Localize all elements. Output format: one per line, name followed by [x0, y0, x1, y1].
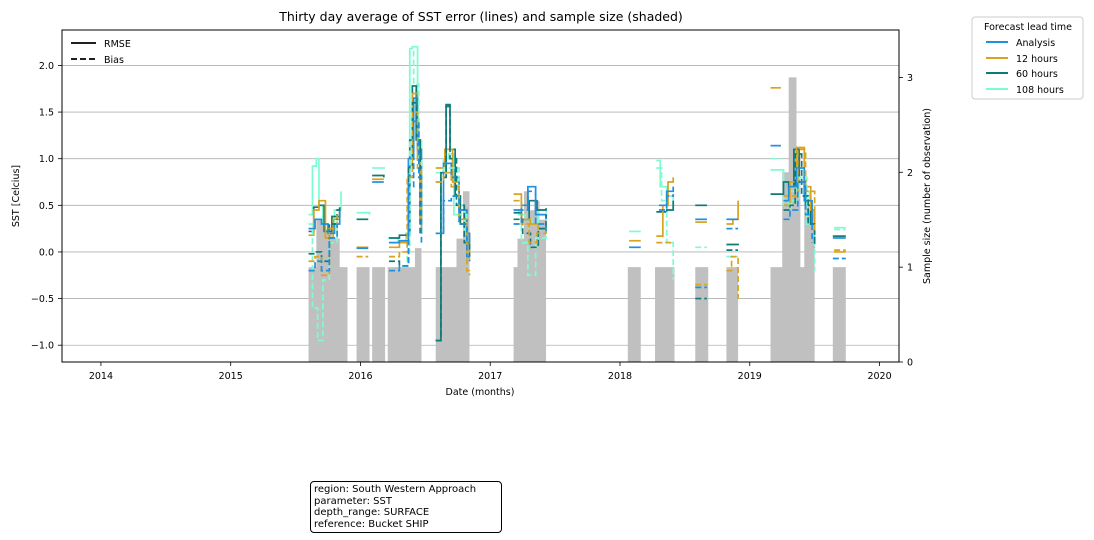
y-tick-label-5: 1.5: [39, 108, 54, 119]
sample-size-bar-2: [372, 267, 386, 362]
sample-size-bar-8: [695, 267, 709, 362]
series-60-hours-rmse-seg-2: [372, 174, 385, 178]
analysis-legend-label: Analysis: [1016, 38, 1055, 49]
x-tick-label-2: 2016: [348, 371, 372, 382]
y2-tick-label-2: 2: [907, 168, 913, 179]
x-tick-label-3: 2017: [478, 371, 502, 382]
sample-size-bar-6: [627, 267, 641, 362]
series-legend-frame: [971, 16, 1084, 100]
series-analysis-bias-seg-7: [783, 181, 813, 243]
series-legend-title: Forecast lead time: [984, 22, 1072, 33]
series-lines: [308, 45, 846, 342]
info-region: region: South Western Approach: [314, 484, 477, 495]
info-reference: reference: Bucket SHIP: [314, 518, 429, 530]
series-60-hours-bias-seg-1: [389, 101, 422, 267]
y-tick-label-1: −0.5: [31, 294, 54, 305]
series-analysis-bias-seg-2: [435, 195, 471, 262]
metadata-box: region: South Western Approach parameter…: [310, 481, 502, 534]
y-axis-label: SST [Celcius]: [11, 165, 22, 227]
y2-tick-label-3: 3: [907, 73, 913, 84]
series-108-hours-rmse-seg-3: [387, 45, 423, 244]
x-tick-label-0: 2014: [89, 371, 113, 382]
sample-size-bar-9: [726, 267, 739, 362]
y2-axis-ticks: 0 1 2 3: [899, 73, 913, 369]
series-12-hours-bias-seg-7: [726, 255, 739, 299]
series-analysis-rmse-seg-5: [513, 185, 547, 220]
x-axis-ticks: 2014 2015 2016 2017 2018 2019 2020: [89, 362, 892, 382]
series-legend: Forecast lead time Analysis 12 hours 60 …: [971, 16, 1084, 100]
y2-tick-label-1: 1: [907, 263, 913, 274]
series-12-hours-rmse-seg-9: [726, 200, 739, 225]
12-hours-legend-label: 12 hours: [1016, 54, 1058, 65]
sample-size-shading: [308, 77, 846, 362]
rmse-legend-label: RMSE: [104, 39, 131, 50]
series-analysis-rmse-seg-7: [658, 186, 675, 207]
x-tick-label-5: 2019: [738, 371, 762, 382]
series-analysis-rmse-seg-11: [783, 167, 813, 224]
style-legend: RMSE Bias: [71, 39, 131, 66]
108-hours-legend-label: 108 hours: [1016, 85, 1064, 96]
series-analysis-bias-seg-1: [389, 120, 423, 272]
series-60-hours-bias-seg-6: [783, 153, 816, 248]
series-12-hours-rmse-seg-7: [656, 177, 675, 237]
series-60-hours-rmse-seg-8: [726, 243, 739, 246]
series-60-hours-bias-seg-2: [435, 105, 471, 342]
series-108-hours-rmse-seg-1: [356, 211, 371, 215]
60-hours-legend-label: 60 hours: [1016, 69, 1058, 80]
sample-size-bar-10: [770, 77, 815, 362]
info-depth-range: depth_range: SURFACE: [314, 507, 430, 519]
x-tick-label-4: 2018: [608, 371, 632, 382]
x-axis-label: Date (months): [446, 387, 515, 398]
series-12-hours-rmse-seg-0: [308, 199, 341, 239]
x-tick-label-6: 2020: [867, 371, 891, 382]
x-tick-label-1: 2015: [219, 371, 243, 382]
series-60-hours-rmse-seg-9: [770, 148, 816, 243]
y-tick-label-0: −1.0: [31, 341, 54, 352]
bias-legend-label: Bias: [104, 55, 124, 66]
series-analysis-bias-seg-0: [308, 223, 338, 272]
y-tick-label-4: 1.0: [39, 154, 54, 165]
series-analysis-bias-seg-3: [513, 190, 547, 234]
chart-title: Thirty day average of SST error (lines) …: [278, 9, 683, 24]
gridlines: [62, 65, 899, 346]
series-analysis-bias-seg-4: [658, 194, 675, 211]
y-tick-label-2: 0.0: [39, 247, 54, 258]
info-parameter: parameter: SST: [314, 495, 392, 507]
plot-frame: [61, 29, 900, 363]
sample-size-bar-1: [356, 267, 370, 362]
sample-size-bar-7: [655, 267, 675, 362]
y-axis-ticks: −1.0 −0.5 0.0 0.5 1.0 1.5 2.0: [31, 61, 62, 352]
sample-size-bar-11: [832, 267, 846, 362]
series-108-hours-bias-seg-3: [513, 223, 547, 277]
sample-size-bar-4: [435, 191, 470, 362]
series-108-hours-bias-seg-4: [656, 167, 675, 280]
y2-tick-label-0: 0: [907, 358, 913, 369]
series-108-hours-bias-seg-8: [783, 176, 816, 271]
y-tick-label-3: 0.5: [39, 201, 54, 212]
y-tick-label-6: 2.0: [39, 61, 54, 72]
y2-axis-label: Sample size (number of observation): [922, 108, 933, 284]
series-12-hours-bias-seg-3: [435, 171, 471, 276]
series-12-hours-bias-seg-8: [783, 148, 816, 234]
series-12-hours-bias-seg-4: [513, 199, 547, 244]
series-108-hours-bias-seg-0: [308, 214, 338, 342]
sample-size-bar-0: [308, 219, 348, 362]
sample-size-bar-3: [387, 248, 422, 362]
series-12-hours-bias-seg-0: [308, 214, 338, 277]
